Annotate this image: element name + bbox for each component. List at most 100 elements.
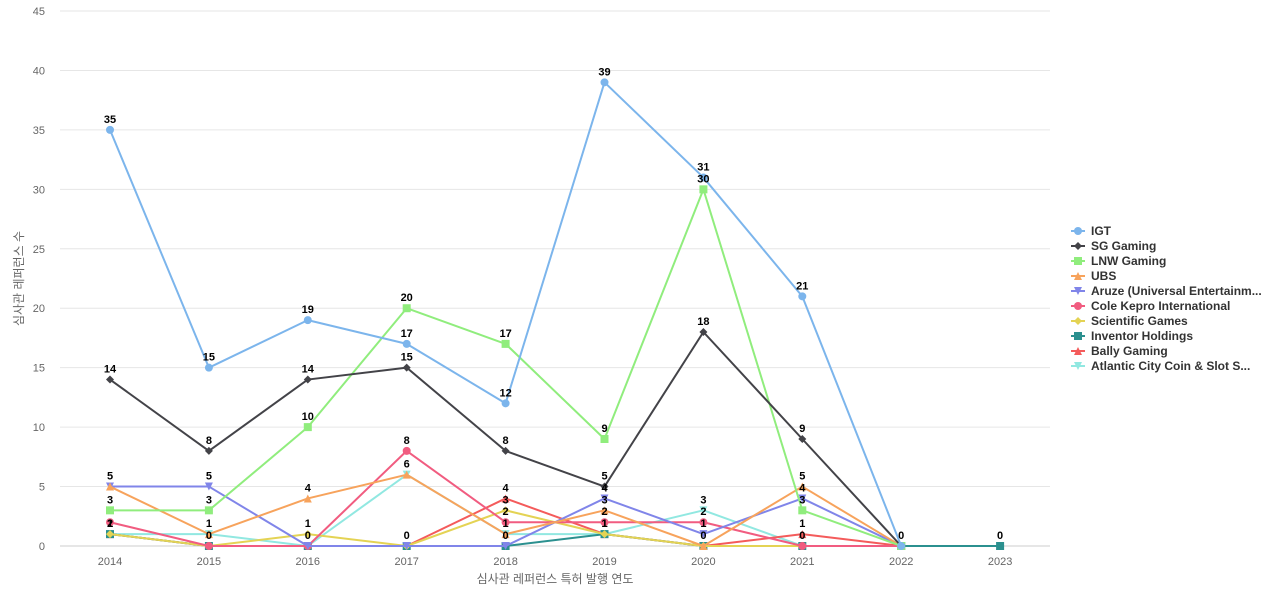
- data-point: [798, 292, 807, 301]
- data-label: 19: [302, 304, 314, 316]
- data-label: 4: [305, 482, 312, 494]
- data-point: [106, 375, 114, 384]
- legend-marker: [1074, 317, 1082, 325]
- legend-item: LNW Gaming: [1071, 254, 1166, 268]
- data-label: 1: [700, 518, 706, 530]
- legend-item: Aruze (Universal Entertainm...: [1071, 284, 1262, 298]
- y-tick-label: 35: [33, 125, 45, 137]
- data-label: 4: [799, 482, 806, 494]
- data-label: 8: [503, 435, 509, 447]
- legend-label: Scientific Games: [1091, 314, 1188, 328]
- data-point: [303, 542, 312, 550]
- data-point: [204, 530, 213, 539]
- y-tick-label: 25: [33, 244, 45, 256]
- series-1: [106, 328, 906, 550]
- legend-marker: [1074, 362, 1082, 370]
- x-tick-label: 2023: [988, 556, 1012, 568]
- legend-label: Cole Kepro International: [1091, 299, 1230, 313]
- legend-marker: [1074, 242, 1082, 250]
- legend-marker: [1074, 287, 1082, 295]
- data-label: 1: [107, 518, 113, 530]
- data-label: 20: [401, 292, 413, 304]
- data-label: 1: [601, 518, 607, 530]
- legend-label: SG Gaming: [1091, 239, 1156, 253]
- legend-item: IGT: [1071, 224, 1112, 238]
- data-point: [303, 494, 312, 503]
- data-point: [600, 518, 609, 527]
- data-label: 0: [206, 530, 212, 542]
- data-point: [402, 304, 411, 313]
- data-point: [106, 482, 114, 491]
- data-point: [699, 530, 708, 539]
- data-point: [699, 328, 708, 336]
- data-point: [501, 339, 510, 348]
- legend-marker: [1074, 332, 1082, 340]
- legend-item: Inventor Holdings: [1071, 329, 1193, 343]
- data-label: 3: [503, 494, 509, 506]
- legend-marker: [1074, 272, 1082, 280]
- data-point: [600, 78, 609, 87]
- data-point: [303, 530, 312, 539]
- data-label: 6: [404, 459, 410, 471]
- series-line: [109, 533, 1001, 547]
- y-axis-title: 심사관 레퍼런스 수: [12, 231, 26, 326]
- data-label: 2: [601, 506, 607, 518]
- data-point: [106, 125, 114, 134]
- data-label: 0: [404, 530, 410, 542]
- legend-label: Atlantic City Coin & Slot S...: [1091, 359, 1250, 373]
- data-label: 14: [302, 364, 315, 376]
- data-label: 5: [601, 471, 607, 483]
- series-line: [109, 81, 903, 547]
- data-point: [204, 363, 213, 372]
- data-point: [303, 316, 312, 325]
- data-label: 14: [104, 364, 117, 376]
- y-tick-label: 10: [33, 422, 45, 434]
- data-label: 15: [203, 352, 215, 364]
- data-label: 3: [700, 494, 706, 506]
- data-point: [402, 339, 411, 348]
- data-label: 10: [302, 411, 314, 423]
- data-point: [600, 530, 609, 539]
- legend-item: Bally Gaming: [1071, 344, 1168, 358]
- data-point: [204, 482, 213, 491]
- data-point: [501, 506, 510, 515]
- data-point: [798, 482, 807, 491]
- x-tick-label: 2015: [197, 556, 221, 568]
- legend-label: LNW Gaming: [1091, 254, 1166, 268]
- data-label: 1: [601, 518, 607, 530]
- legend-label: Aruze (Universal Entertainm...: [1091, 284, 1262, 298]
- data-label: 4: [503, 482, 510, 494]
- data-label: 3: [799, 494, 805, 506]
- data-point: [501, 542, 510, 550]
- legend-label: UBS: [1091, 269, 1116, 283]
- legend-label: Bally Gaming: [1091, 344, 1168, 358]
- data-label: 21: [796, 280, 808, 292]
- legend-marker: [1074, 257, 1082, 265]
- data-point: [501, 530, 510, 539]
- x-tick-label: 2019: [592, 556, 616, 568]
- data-label: 5: [799, 471, 805, 483]
- data-label: 9: [799, 423, 805, 435]
- data-point: [402, 542, 411, 550]
- data-label: 17: [401, 328, 413, 340]
- data-label: 15: [401, 352, 413, 364]
- data-point: [996, 542, 1005, 550]
- series-0: [106, 78, 906, 550]
- x-tick-label: 2014: [98, 556, 122, 568]
- data-point: [699, 173, 708, 182]
- legend-marker: [1074, 347, 1082, 355]
- data-label: 9: [601, 423, 607, 435]
- legend-label: Inventor Holdings: [1091, 329, 1193, 343]
- data-label: 12: [499, 387, 511, 399]
- x-tick-label: 2022: [889, 556, 913, 568]
- data-point: [204, 446, 213, 455]
- data-point: [106, 518, 114, 527]
- series-3: [106, 470, 906, 550]
- x-tick-label: 2020: [691, 556, 715, 568]
- x-tick-label: 2021: [790, 556, 814, 568]
- legend-item: Cole Kepro International: [1071, 299, 1230, 313]
- y-tick-label: 40: [33, 65, 45, 77]
- data-point: [106, 530, 114, 539]
- y-tick-label: 20: [33, 303, 45, 315]
- data-label: 4: [601, 482, 608, 494]
